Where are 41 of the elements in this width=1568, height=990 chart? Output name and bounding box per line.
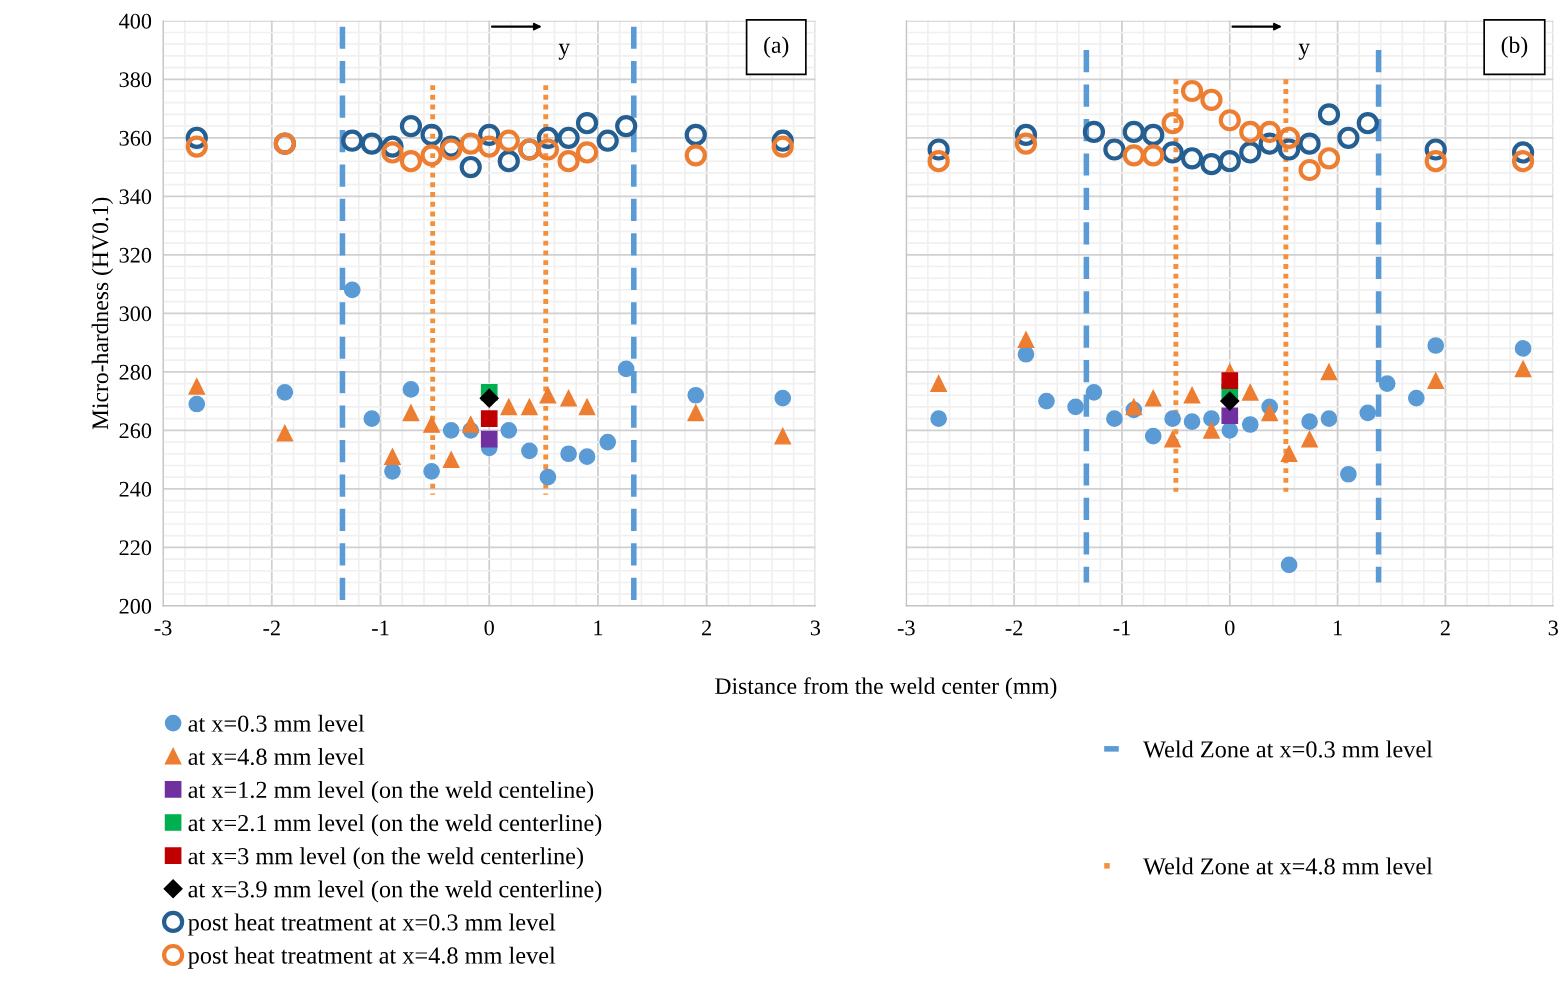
annotation: (a) [764, 36, 789, 58]
y-tick-label: 300 [119, 306, 152, 322]
x-tick-label: -1 [1113, 620, 1130, 636]
x-tick-label: -3 [154, 620, 172, 636]
x-tick-label: -3 [897, 620, 915, 636]
legend-label: at x=2.1 mm level (on the weld centerline) [188, 814, 602, 837]
x-tick-label: 3 [810, 620, 821, 636]
annotation: y [558, 43, 571, 60]
annotation: (b) [1501, 36, 1528, 58]
legend-label: at x=4.8 mm level [188, 747, 365, 766]
y-tick-label: 380 [119, 72, 152, 88]
y-tick-label: 360 [119, 130, 152, 146]
x-tick-label: 3 [1548, 620, 1558, 636]
x-tick-label: 0 [484, 620, 494, 636]
x-axis-title: Distance from the weld center (mm) [715, 677, 1057, 699]
legend-label: at x=0.3 mm level [188, 714, 365, 732]
y-tick-label: 260 [119, 423, 152, 439]
legend-label: Weld Zone at x=0.3 mm level [1143, 740, 1433, 758]
y-tick-label: 320 [119, 247, 152, 263]
legend-label: at x=1.2 mm level (on the weld centeline) [188, 781, 594, 804]
legend-label: post heat treatment at x=4.8 mm level [188, 946, 556, 969]
y-tick-label: 220 [119, 540, 152, 556]
legend-label: at x=3 mm level (on the weld centerline) [188, 847, 583, 870]
y-axis-title: Micro-hardness (HV0.1) [91, 197, 114, 430]
x-tick-label: -2 [263, 620, 280, 636]
y-tick-label: 240 [119, 481, 152, 497]
legend-label: post heat treatment at x=0.3 mm level [188, 913, 556, 936]
x-tick-label: 1 [594, 620, 603, 636]
x-tick-label: 2 [1440, 620, 1450, 636]
legend-label: Weld Zone at x=4.8 mm level [1143, 857, 1433, 875]
y-tick-label: 280 [119, 364, 152, 380]
x-tick-label: -2 [1005, 620, 1023, 636]
legend-label: at x=3.9 mm level (on the weld centerline) [188, 880, 602, 903]
x-tick-label: 1 [1334, 620, 1342, 636]
y-tick-label: 400 [119, 13, 152, 29]
y-tick-label: 200 [119, 598, 152, 614]
x-tick-label: 2 [702, 620, 711, 636]
x-tick-label: 0 [1225, 620, 1235, 636]
y-tick-label: 340 [119, 189, 152, 205]
x-tick-label: -1 [372, 620, 389, 636]
annotation: y [1298, 43, 1310, 60]
